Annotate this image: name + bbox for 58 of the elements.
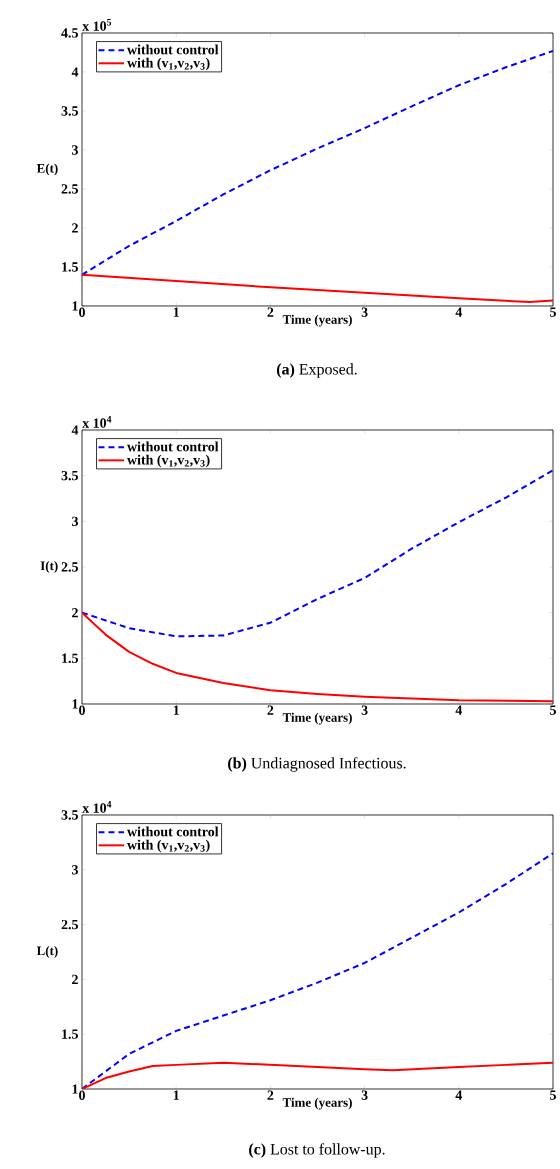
y-axis-title: I(t) (40, 561, 58, 573)
text: (c) Lost to follow-up. (249, 1143, 385, 1158)
x-tick-label: 1 (173, 1090, 180, 1100)
y-tick-label: 1.5 (62, 653, 79, 664)
legend-label: without control (127, 441, 219, 452)
text: (a) Exposed. (277, 363, 357, 378)
text: x 10$^{4}$ (82, 801, 112, 813)
y-tick-label: 1.5 (62, 262, 79, 272)
line-series (82, 273, 554, 304)
x-tick-label: 5 (550, 307, 557, 317)
legend-label: with (v$_{1}$,v$_{2}$,v$_{3}$) (127, 57, 210, 71)
text: x 10$^{4}$ (82, 416, 112, 428)
y-tick-label: 4 (71, 425, 79, 435)
text: x 10$^{5}$ (82, 19, 112, 31)
legend-label: without control (127, 44, 219, 55)
legend-label: with (v$_{1}$,v$_{2}$,v$_{3}$) (127, 454, 210, 468)
line-series (82, 852, 554, 1089)
x-tick-label: 0 (79, 1090, 86, 1100)
legend-label: with (v$_{1}$,v$_{2}$,v$_{3}$) (127, 839, 210, 853)
x-tick-label: 3 (361, 307, 368, 317)
x-tick-label: 0 (79, 307, 86, 317)
x-tick-label: 2 (267, 705, 274, 715)
x-tick-label: 3 (361, 1090, 368, 1100)
y-tick-label: 3 (72, 145, 79, 155)
y-tick-label: 4.5 (61, 28, 79, 38)
x-tick-label: 4 (455, 1090, 463, 1100)
y-tick-label: 1.5 (62, 1029, 79, 1039)
y-tick-label: 3.5 (61, 106, 79, 116)
y-tick-label: 3.5 (61, 810, 79, 820)
y-tick-label: 4 (71, 67, 79, 77)
x-tick-label: 0 (79, 705, 86, 715)
x-axis-title: Time (years) (282, 314, 352, 327)
y-tick-label: 3.5 (61, 470, 79, 481)
y-tick-label: 2.5 (61, 919, 79, 930)
text: (b) Undiagnosed Infectious. (228, 757, 406, 772)
y-tick-label: 2.5 (61, 184, 79, 194)
x-tick-label: 1 (173, 705, 180, 715)
y-tick-label: 3 (72, 516, 79, 527)
y-tick-label: 2 (72, 974, 78, 985)
x-tick-label: 2 (267, 1090, 274, 1100)
x-tick-label: 3 (361, 705, 368, 715)
y-axis-title: E(t) (36, 163, 58, 176)
y-tick-label: 2 (72, 223, 78, 233)
x-tick-label: 1 (173, 307, 180, 317)
y-tick-label: 3 (72, 865, 79, 875)
x-tick-label: 5 (550, 1090, 557, 1100)
x-tick-label: 4 (455, 307, 463, 317)
x-axis-title: Time (years) (282, 1097, 352, 1110)
x-tick-label: 4 (455, 705, 463, 715)
x-axis-title: Time (years) (282, 712, 352, 725)
line-series (82, 469, 554, 638)
y-axis-title: L(t) (36, 946, 58, 958)
x-tick-label: 2 (267, 307, 274, 317)
legend-label: without control (127, 826, 219, 837)
y-tick-label: 2.5 (61, 562, 79, 572)
x-tick-label: 5 (550, 705, 557, 715)
y-tick-label: 2 (72, 608, 78, 618)
line-series (82, 611, 554, 703)
